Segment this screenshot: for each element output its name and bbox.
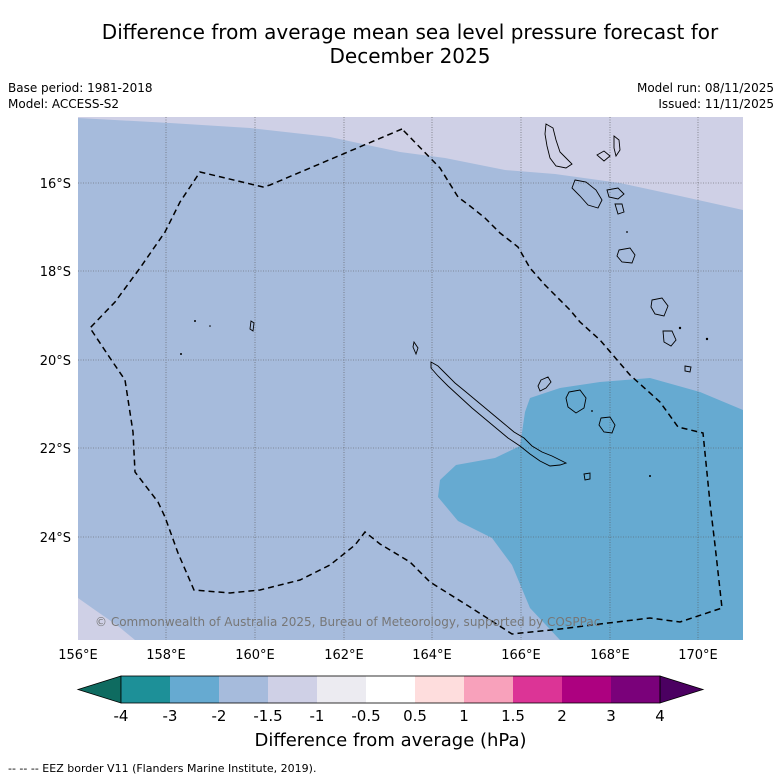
- colorbar-tick-label: 3: [606, 707, 616, 725]
- colorbar-tick-label: -1: [310, 707, 325, 725]
- islet: [180, 353, 182, 355]
- colorbar-segment: [464, 676, 513, 703]
- colorbar-segment: [317, 676, 366, 703]
- islet: [209, 325, 211, 327]
- colorbar: -4 -3 -2 -1.5 -1 -0.5 0.5 1 1.5 2 3 4: [78, 676, 703, 725]
- lat-label: 16°S: [40, 177, 71, 192]
- islet: [591, 410, 593, 412]
- lon-label: 158°E: [146, 648, 186, 663]
- colorbar-segment: [170, 676, 219, 703]
- lon-label: 170°E: [678, 648, 718, 663]
- lon-label: 168°E: [590, 648, 630, 663]
- lon-label: 164°E: [412, 648, 452, 663]
- colorbar-tick-label: 2: [557, 707, 567, 725]
- colorbar-tick-label: -2: [212, 707, 227, 725]
- longitude-labels: 156°E 158°E 160°E 162°E 164°E 166°E 168°…: [58, 648, 718, 663]
- colorbar-segment: [562, 676, 611, 703]
- colorbar-segment: [268, 676, 317, 703]
- colorbar-segment: [366, 676, 415, 703]
- colorbar-tick-label: -4: [114, 707, 129, 725]
- lon-label: 166°E: [501, 648, 541, 663]
- lat-label: 20°S: [40, 354, 71, 369]
- lon-label: 162°E: [324, 648, 364, 663]
- colorbar-tick-label: 1: [459, 707, 469, 725]
- colorbar-tick-label: 0.5: [403, 707, 427, 725]
- colorbar-tick-label: -3: [163, 707, 178, 725]
- colorbar-title: Difference from average (hPa): [0, 730, 781, 751]
- colorbar-segment: [611, 676, 660, 703]
- colorbar-tick-label: -0.5: [351, 707, 380, 725]
- lat-label: 18°S: [40, 265, 71, 280]
- colorbar-segment: [415, 676, 464, 703]
- colorbar-segment: [513, 676, 562, 703]
- colorbar-extend-high: [660, 676, 703, 703]
- colorbar-extend-low: [78, 676, 121, 703]
- lon-label: 156°E: [58, 648, 98, 663]
- islet: [706, 338, 708, 340]
- lat-label: 22°S: [40, 442, 71, 457]
- lat-label: 24°S: [40, 531, 71, 546]
- colorbar-segment: [121, 676, 170, 703]
- lon-label: 160°E: [235, 648, 275, 663]
- colorbar-segment: [219, 676, 268, 703]
- islet: [626, 231, 628, 233]
- forecast-map: © Commonwealth of Australia 2025, Bureau…: [0, 0, 781, 781]
- colorbar-tick-label: -1.5: [253, 707, 282, 725]
- colorbar-tick-label: 1.5: [501, 707, 525, 725]
- copyright-notice: © Commonwealth of Australia 2025, Bureau…: [95, 615, 600, 629]
- islet: [194, 320, 196, 322]
- map-area: [78, 117, 743, 640]
- eez-footnote: -- -- -- EEZ border V11 (Flanders Marine…: [8, 762, 316, 775]
- colorbar-tick-label: 4: [655, 707, 665, 725]
- islet: [649, 475, 651, 477]
- latitude-labels: 16°S 18°S 20°S 22°S 24°S: [40, 177, 71, 546]
- islet: [679, 327, 681, 329]
